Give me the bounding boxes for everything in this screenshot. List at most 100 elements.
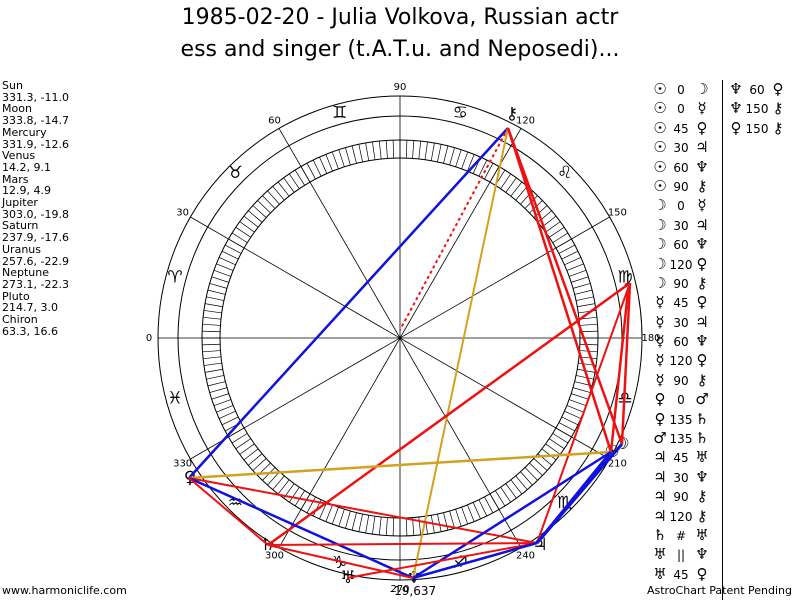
aspect-row: ☉ 0 ☿ bbox=[652, 99, 710, 118]
degree-tick bbox=[351, 145, 357, 164]
aspect-row: ☉ 0 ☽ bbox=[652, 80, 710, 99]
degree-tick bbox=[505, 177, 517, 193]
footer-website: www.harmoniclife.com bbox=[2, 584, 127, 597]
aspect-planet-a-icon: ♅ bbox=[653, 545, 667, 564]
degree-tick bbox=[484, 163, 494, 180]
aspect-column-1: ☉ 0 ☽ ☉ 0 ☿ ☉ 45 ♀ ☉ 30 ♃ ☉ 60 ♆ ☉ 90 ⚷ ☽ 0 ☿ ☽ 30 ♃ ☽ 60 ♆ ☽ 120 ♀ ☽ 9… bbox=[652, 80, 710, 584]
degree-tick bbox=[288, 487, 300, 503]
degree-tick bbox=[372, 516, 376, 535]
degree-tick bbox=[549, 226, 565, 238]
degree-tick bbox=[345, 510, 351, 529]
aspect-angle: 120 bbox=[669, 354, 693, 369]
aspect-angle: # bbox=[675, 528, 687, 543]
gemini-icon: ♊ bbox=[332, 103, 347, 123]
degree-tick bbox=[571, 276, 589, 283]
aspect-planet-b-icon: ♀ bbox=[696, 118, 708, 137]
aspect-planet-b-icon: ♆ bbox=[695, 545, 709, 564]
degree-label: 210 bbox=[608, 459, 627, 470]
degree-tick bbox=[216, 263, 234, 271]
degree-tick bbox=[533, 458, 548, 471]
aspect-line bbox=[535, 443, 624, 544]
degree-tick bbox=[552, 433, 569, 444]
degree-tick bbox=[558, 422, 575, 432]
planet-name: Pluto bbox=[2, 289, 30, 303]
aspect-row: ♀ 150 ⚷ bbox=[728, 119, 786, 138]
aspect-line bbox=[267, 281, 631, 547]
degree-tick bbox=[325, 154, 333, 172]
chiron-glyph-icon: ⚷ bbox=[506, 104, 518, 124]
planet-name: Uranus bbox=[2, 242, 41, 256]
aspect-angle: 0 bbox=[677, 393, 685, 408]
degree-tick bbox=[206, 375, 225, 380]
degree-tick bbox=[288, 173, 300, 189]
aspect-row: ♀ 135 ♄ bbox=[652, 410, 710, 429]
degree-tick bbox=[372, 141, 376, 160]
aspect-line bbox=[188, 476, 414, 580]
degree-tick bbox=[524, 467, 538, 481]
degree-tick bbox=[202, 330, 221, 333]
degree-tick bbox=[211, 393, 229, 400]
degree-tick bbox=[561, 250, 579, 260]
bottom-readout: -19,637 bbox=[390, 584, 436, 598]
degree-tick bbox=[239, 221, 255, 233]
aspect-angle: 45 bbox=[673, 121, 689, 136]
degree-tick bbox=[221, 416, 239, 426]
aspect-row: ☉ 60 ♆ bbox=[652, 158, 710, 177]
degree-tick bbox=[207, 381, 226, 387]
degree-tick bbox=[564, 257, 582, 266]
planet-position-list: Sun 331.3, -11.0 Moon 333.8, -14.7 Mercury 33… bbox=[2, 80, 69, 337]
aspect-planet-b-icon: ♆ bbox=[695, 332, 709, 351]
planet-coords: 237.9, -17.6 bbox=[2, 231, 69, 245]
degree-label: 270 bbox=[390, 584, 409, 595]
degree-tick bbox=[243, 215, 259, 228]
degree-tick bbox=[392, 517, 395, 536]
degree-tick bbox=[455, 509, 462, 527]
degree-tick bbox=[248, 453, 263, 466]
aspect-angle: 30 bbox=[673, 218, 689, 233]
aspect-line bbox=[412, 450, 612, 580]
planet-coords: 257.6, -22.9 bbox=[2, 254, 69, 268]
aspect-angle: 90 bbox=[673, 179, 689, 194]
aspect-planet-a-icon: ☿ bbox=[655, 312, 665, 331]
aspect-planet-b-icon: ☿ bbox=[697, 196, 707, 215]
degree-tick bbox=[437, 513, 442, 532]
degree-label: 90 bbox=[394, 82, 407, 93]
aspect-planet-b-icon: ♆ bbox=[695, 157, 709, 176]
degree-tick bbox=[213, 269, 231, 277]
degree-tick bbox=[277, 181, 290, 197]
planet-name: Neptune bbox=[2, 266, 50, 280]
aspect-angle: 0 bbox=[677, 102, 685, 117]
aspect-line bbox=[188, 450, 612, 480]
degree-tick bbox=[252, 205, 267, 218]
degree-tick bbox=[267, 471, 280, 486]
taurus-icon: ♉ bbox=[228, 163, 243, 183]
aspect-planet-b-icon: ♀ bbox=[696, 293, 708, 312]
aspect-row: ♀ 0 ♂ bbox=[652, 390, 710, 409]
aspect-planet-a-icon: ♃ bbox=[653, 506, 667, 525]
aspect-planet-a-icon: ☽ bbox=[653, 273, 667, 292]
degree-tick bbox=[561, 416, 579, 426]
degree-tick bbox=[221, 250, 239, 260]
aspect-planet-a-icon: ☿ bbox=[655, 293, 665, 312]
aspect-row: ☿ 30 ♃ bbox=[652, 313, 710, 332]
aspect-planet-b-icon: ♅ bbox=[695, 525, 709, 544]
degree-tick bbox=[500, 487, 512, 503]
planet-coords: 331.9, -12.6 bbox=[2, 137, 69, 151]
degree-tick bbox=[312, 159, 322, 177]
degree-tick bbox=[579, 343, 598, 346]
aspect-angle: 60 bbox=[749, 83, 765, 97]
aspect-line bbox=[412, 541, 538, 580]
degree-label: 150 bbox=[608, 208, 627, 219]
degree-tick bbox=[418, 141, 422, 160]
degree-tick bbox=[365, 515, 370, 534]
aspect-planet-a-icon: ☉ bbox=[653, 138, 667, 157]
degree-label: 180 bbox=[641, 333, 660, 344]
degree-tick bbox=[467, 504, 475, 522]
aspect-planet-a-icon: ☽ bbox=[653, 254, 667, 273]
aspect-planet-b-icon: ⚷ bbox=[772, 118, 784, 137]
degree-tick bbox=[204, 368, 223, 373]
planet-coords: 273.1, -22.3 bbox=[2, 277, 69, 291]
degree-tick bbox=[392, 140, 395, 159]
degree-tick bbox=[202, 323, 221, 326]
degree-tick bbox=[430, 142, 435, 161]
